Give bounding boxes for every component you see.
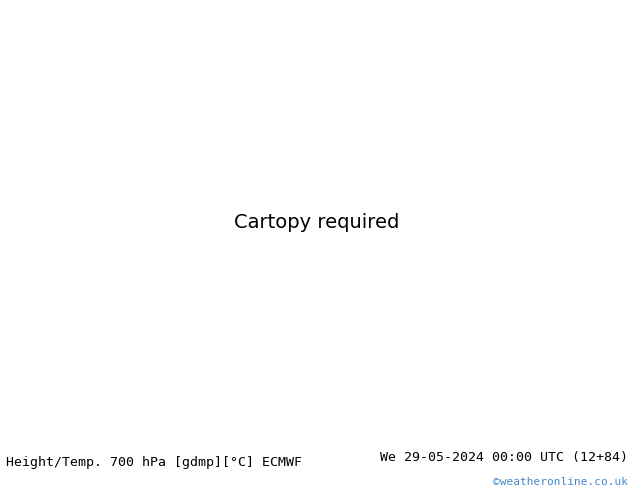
Text: Height/Temp. 700 hPa [gdmp][°C] ECMWF: Height/Temp. 700 hPa [gdmp][°C] ECMWF bbox=[6, 457, 302, 469]
Text: ©weatheronline.co.uk: ©weatheronline.co.uk bbox=[493, 477, 628, 487]
Text: Cartopy required: Cartopy required bbox=[235, 213, 399, 232]
Text: We 29-05-2024 00:00 UTC (12+84): We 29-05-2024 00:00 UTC (12+84) bbox=[380, 451, 628, 464]
